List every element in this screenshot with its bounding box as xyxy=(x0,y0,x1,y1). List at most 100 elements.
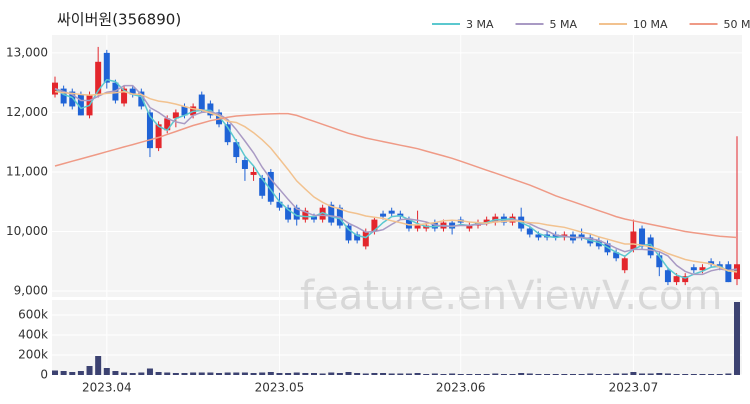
candle-body xyxy=(362,231,369,247)
chart-title: 싸이버원(356890) xyxy=(57,11,181,29)
volume-bar xyxy=(69,372,76,375)
legend-label: 50 MA xyxy=(724,18,750,31)
volume-bar xyxy=(354,373,361,375)
volume-bar xyxy=(233,372,240,375)
candle-body xyxy=(345,225,352,241)
volume-bar xyxy=(95,356,102,375)
volume-bar xyxy=(362,373,369,375)
candle-body xyxy=(259,177,266,196)
candle-body xyxy=(224,124,231,143)
ma-line xyxy=(54,78,737,279)
y-tick-label: 400k xyxy=(18,328,48,342)
candle-body xyxy=(146,112,153,149)
volume-bar xyxy=(716,374,723,375)
candle-body xyxy=(198,94,205,110)
candle-body xyxy=(690,267,697,271)
volume-bar xyxy=(293,372,300,375)
x-tick-label: 2023.05 xyxy=(255,381,305,395)
volume-bar xyxy=(146,368,153,375)
candle-body xyxy=(673,276,680,283)
candle-body xyxy=(267,171,274,202)
volume-bar xyxy=(552,374,559,375)
candle-body xyxy=(233,142,240,158)
volume-bar xyxy=(138,372,145,375)
candle-body xyxy=(138,91,145,107)
y-tick-label: 12,000 xyxy=(6,105,48,119)
candle-body xyxy=(621,258,628,271)
candle-body xyxy=(241,160,248,169)
candle-body xyxy=(181,106,188,116)
y-tick-label: 200k xyxy=(18,348,48,362)
candle-body xyxy=(699,267,706,271)
volume-bar xyxy=(405,373,412,375)
x-tick-label: 2023.06 xyxy=(436,381,486,395)
candle-body xyxy=(414,225,421,229)
y-tick-label: 0 xyxy=(40,368,48,382)
candle-body xyxy=(466,225,473,229)
volume-bar xyxy=(734,302,740,375)
candle-body xyxy=(682,276,689,283)
volume-bar xyxy=(310,373,317,375)
volume-bar xyxy=(613,373,620,375)
volume-bar xyxy=(639,373,646,375)
volume-bar xyxy=(595,374,602,375)
volume-bar xyxy=(388,373,395,375)
candle-body xyxy=(207,103,214,116)
volume-bar xyxy=(544,374,551,375)
candle-body xyxy=(405,219,412,229)
volume-bar xyxy=(656,373,663,375)
candle-body xyxy=(103,52,110,83)
candle-body xyxy=(552,234,559,238)
candle-body xyxy=(535,234,542,238)
candle-body xyxy=(172,112,179,119)
y-tick-label: 11,000 xyxy=(6,164,48,178)
candle-body xyxy=(656,255,663,268)
volume-bar xyxy=(371,373,378,375)
volume-bar xyxy=(526,373,533,375)
volume-bar xyxy=(345,372,352,375)
volume-bar xyxy=(561,374,568,375)
volume-bar xyxy=(77,371,84,375)
y-tick-label: 600k xyxy=(18,308,48,322)
volume-bar xyxy=(725,373,732,375)
volume-bar xyxy=(431,373,438,375)
x-tick-label: 2023.04 xyxy=(82,381,132,395)
candle-body xyxy=(664,270,671,283)
legend-label: 10 MA xyxy=(633,18,668,31)
y-tick-label: 9,000 xyxy=(14,284,48,298)
legend-label: 5 MA xyxy=(550,18,578,31)
volume-panel xyxy=(52,300,742,375)
volume-bar xyxy=(380,373,387,375)
candle-body xyxy=(639,228,646,247)
volume-bar xyxy=(423,374,430,375)
volume-bar xyxy=(164,372,171,375)
volume-bar xyxy=(673,374,680,375)
candle-body xyxy=(380,213,387,217)
legend-label: 3 MA xyxy=(466,18,494,31)
volume-bar xyxy=(500,374,507,375)
volume-bar xyxy=(60,371,67,375)
volume-bar xyxy=(241,372,248,375)
volume-bar xyxy=(285,373,292,375)
candle-body xyxy=(613,252,620,259)
volume-bar xyxy=(414,373,421,375)
volume-bar xyxy=(216,373,223,375)
candle-body xyxy=(371,219,378,232)
candle-body xyxy=(69,91,76,107)
y-tick-label: 13,000 xyxy=(6,45,48,59)
volume-bar xyxy=(319,373,326,375)
candle-body xyxy=(155,124,162,149)
candle-body xyxy=(129,88,136,95)
volume-bar xyxy=(224,372,231,375)
volume-bar xyxy=(587,373,594,375)
volume-bar xyxy=(647,373,654,375)
candle-body xyxy=(164,118,171,131)
candle-body xyxy=(526,228,533,235)
volume-bar xyxy=(267,372,274,375)
candle-body xyxy=(708,261,715,265)
volume-bar xyxy=(181,373,188,375)
volume-bar xyxy=(578,374,585,375)
volume-bar xyxy=(207,372,214,375)
volume-bar xyxy=(630,372,637,375)
volume-bar xyxy=(103,368,110,375)
